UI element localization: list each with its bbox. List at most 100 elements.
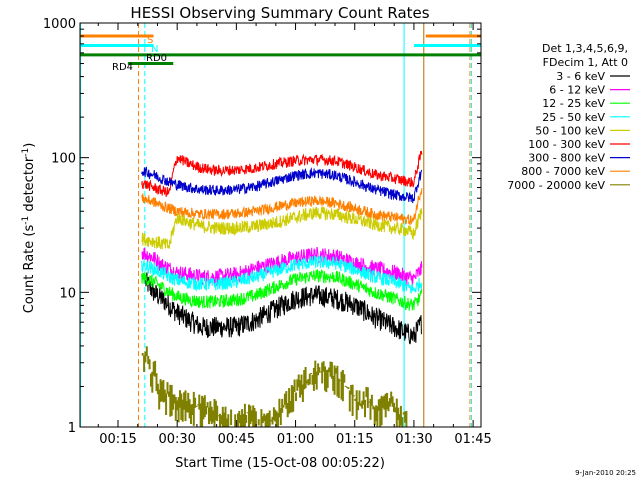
series-7000-block: [402, 412, 405, 415]
series-7000-block: [210, 406, 213, 425]
series-7000-block: [288, 388, 291, 414]
series-7000-block: [253, 408, 256, 427]
series-7000-block: [162, 380, 165, 403]
series-7000-block: [166, 382, 169, 394]
series-7000-block: [344, 385, 347, 387]
x-tick-label-0145: 01:45: [454, 432, 491, 447]
series-7000-block: [249, 405, 252, 425]
series-7000-block: [267, 412, 270, 427]
series-7000-block: [292, 386, 295, 412]
y-tick-label-1: 1: [68, 421, 76, 436]
series-7000-block: [348, 390, 351, 412]
series-7000-block: [264, 415, 267, 427]
series-7000-block: [307, 379, 310, 386]
series-7000-block: [183, 392, 186, 410]
series-7000-block: [366, 387, 369, 408]
svg-text:Count Rate (s-1 detector-1): Count Rate (s-1 detector-1): [21, 143, 37, 314]
series-7000-block: [159, 379, 162, 402]
series-7000-block: [306, 380, 308, 384]
legend-label-1: 6 - 12 keV: [549, 84, 605, 97]
series-7000-block: [296, 379, 299, 391]
series-7000-block: [350, 385, 353, 395]
legend-label-5: 100 - 300 keV: [528, 138, 605, 151]
series-7000-block: [311, 374, 314, 385]
flag-label-rd0: RD0: [146, 53, 167, 64]
series-7000-block: [170, 385, 173, 416]
series-7000-block: [398, 414, 401, 427]
series-7000-block: [373, 407, 376, 426]
series-7000-block: [295, 392, 297, 402]
series-7000-block: [206, 402, 209, 408]
series-7000-block: [329, 361, 332, 377]
series-line-5: [141, 150, 423, 197]
series-7000-block: [176, 400, 179, 411]
series-7000-block: [172, 394, 175, 410]
x-tick-label-0045: 00:45: [218, 432, 255, 447]
series-7000-block: [154, 360, 157, 377]
series-7000-block: [150, 373, 152, 387]
series-7000-block: [332, 376, 335, 391]
series-7000-block: [339, 380, 342, 381]
series-7000-block: [353, 395, 355, 397]
series-7000-block: [372, 405, 375, 410]
series-7000-block: [163, 389, 166, 402]
y-axis-label: Count Rate (s-1 detector-1): [21, 143, 37, 314]
series-7000-block: [335, 368, 337, 374]
series-7000-block: [190, 404, 192, 424]
series-7000-block: [221, 406, 224, 427]
legend: Det 1,3,4,5,6,9, FDecim 1, Att 0 3 - 6 k…: [507, 42, 630, 192]
series-7000-block: [347, 387, 350, 390]
flag-label-rd4: RD4: [112, 62, 133, 73]
series-7000-block: [260, 409, 263, 427]
series-7000-block: [248, 404, 250, 427]
series-7000-block: [202, 397, 205, 420]
series-7000-block: [179, 390, 181, 408]
series-7000-block: [384, 393, 387, 418]
series-7000-block: [225, 418, 228, 427]
series-7000-block: [290, 385, 293, 413]
series-7000-block: [325, 370, 328, 393]
series-7000-block: [380, 395, 383, 426]
series-7000-block: [297, 374, 300, 388]
x-tick-label-0030: 00:30: [158, 432, 195, 447]
x-tick-label-0100: 01:00: [277, 432, 314, 447]
series-7000-block: [203, 395, 206, 418]
series-7000-block: [404, 411, 407, 423]
series-line-4: [141, 206, 423, 250]
series-7000-block: [234, 414, 237, 427]
series-7000-block: [237, 413, 239, 427]
series-7000-block: [209, 401, 212, 422]
series-7000-block: [266, 413, 268, 427]
series-7000-block: [173, 394, 176, 404]
series-7000-block: [369, 398, 372, 420]
series-7000-block: [351, 384, 354, 416]
series-7000-block: [285, 391, 288, 409]
series-7000-block: [268, 410, 271, 427]
series-7000-block: [318, 367, 321, 373]
series-7000-block: [341, 370, 344, 402]
legend-label-2: 12 - 25 keV: [542, 97, 605, 110]
series-7000-block: [192, 391, 195, 426]
series-7000-block: [337, 378, 340, 398]
series-7000-block: [188, 399, 191, 419]
series-7000-block: [147, 355, 150, 365]
series-7000-block: [399, 405, 402, 426]
series-7000-block: [194, 397, 197, 408]
series-7000-block: [377, 399, 380, 411]
series-7000-block: [187, 392, 190, 413]
series-7000-block: [386, 392, 389, 410]
legend-header-decimation: FDecim 1, Att 0: [543, 56, 628, 69]
series-7000-block: [390, 391, 393, 404]
series-7000-block: [161, 381, 163, 402]
series-7000-block: [393, 402, 395, 412]
series-7000-block: [383, 395, 386, 410]
series-7000-block: [376, 406, 379, 427]
series-7000-block: [395, 398, 398, 427]
series-7000-block: [198, 394, 201, 410]
legend-header-detectors: Det 1,3,4,5,6,9,: [542, 42, 628, 55]
series-7000-block: [208, 407, 210, 425]
series-7000-block: [277, 413, 279, 427]
series-7000-block: [217, 415, 220, 417]
timestamp: 9-Jan-2010 20:25: [575, 469, 636, 477]
series-7000-block: [301, 384, 304, 402]
